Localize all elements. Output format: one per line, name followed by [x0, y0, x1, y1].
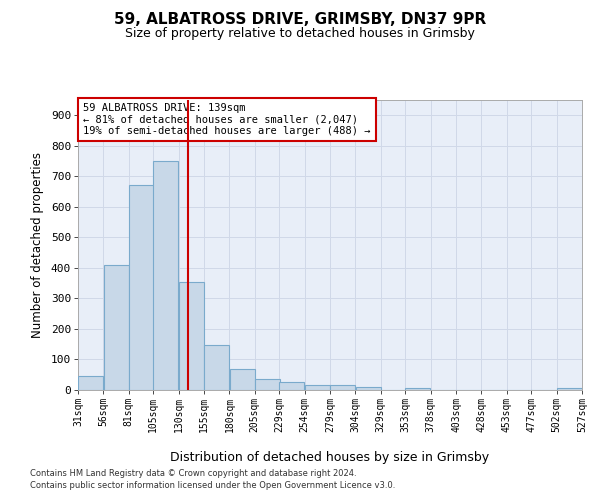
Bar [129, 186, 154, 390]
Bar [356, 387, 380, 390]
Bar [280, 382, 304, 390]
Bar [78, 376, 103, 390]
Text: Contains public sector information licensed under the Open Government Licence v3: Contains public sector information licen… [30, 481, 395, 490]
Bar [330, 385, 355, 390]
Bar [204, 345, 229, 390]
Text: Distribution of detached houses by size in Grimsby: Distribution of detached houses by size … [170, 451, 490, 464]
Bar [255, 380, 280, 390]
Text: 59, ALBATROSS DRIVE, GRIMSBY, DN37 9PR: 59, ALBATROSS DRIVE, GRIMSBY, DN37 9PR [114, 12, 486, 28]
Bar [230, 368, 254, 390]
Text: Contains HM Land Registry data © Crown copyright and database right 2024.: Contains HM Land Registry data © Crown c… [30, 468, 356, 477]
Text: Size of property relative to detached houses in Grimsby: Size of property relative to detached ho… [125, 28, 475, 40]
Bar [154, 161, 178, 390]
Y-axis label: Number of detached properties: Number of detached properties [31, 152, 44, 338]
Bar [406, 388, 430, 390]
Bar [305, 385, 330, 390]
Text: 59 ALBATROSS DRIVE: 139sqm
← 81% of detached houses are smaller (2,047)
19% of s: 59 ALBATROSS DRIVE: 139sqm ← 81% of deta… [83, 103, 371, 136]
Bar [179, 282, 204, 390]
Bar [557, 388, 582, 390]
Bar [104, 265, 128, 390]
